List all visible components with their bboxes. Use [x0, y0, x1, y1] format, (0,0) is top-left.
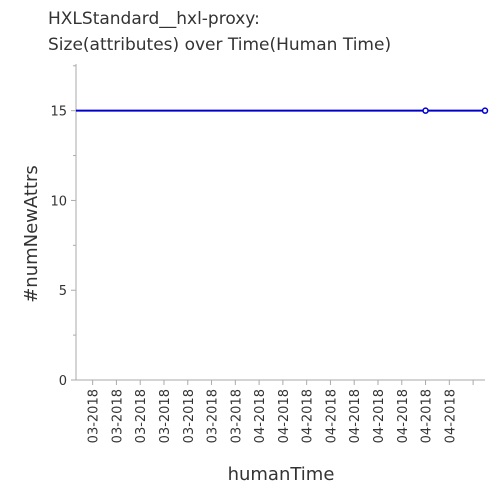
x-axis-title: humanTime	[228, 464, 335, 485]
series-layer	[76, 107, 489, 114]
x-tick-label: 03-2018	[206, 389, 221, 443]
x-tick-label: 03-2018	[110, 389, 125, 443]
x-axis-ticks: 03-2018 03-2018 03-2018 03-2018 03-2018 03-20…	[87, 380, 474, 443]
chart-title: HXLStandard__hxl-proxy: Size(attributes)…	[48, 6, 391, 58]
x-tick-label: 03-2018	[229, 389, 244, 443]
x-tick-label: 03-2018	[87, 389, 102, 443]
y-tick-label: 15	[50, 105, 67, 120]
y-axis-title: #numNewAttrs	[21, 165, 42, 303]
data-point	[481, 107, 489, 114]
x-tick-label: 03-2018	[182, 389, 197, 443]
chart-title-line-2: Size(attributes) over Time(Human Time)	[48, 35, 392, 55]
y-tick-label: 10	[50, 194, 67, 209]
x-tick-label: 04-2018	[420, 389, 435, 443]
x-tick-label: 04-2018	[324, 389, 339, 443]
data-point	[422, 107, 429, 114]
x-tick-label: 04-2018	[396, 389, 411, 443]
x-tick-label: 04-2018	[348, 389, 363, 443]
x-tick-label: 04-2018	[277, 389, 292, 443]
y-axis-ticks: 0 5 10 15	[50, 65, 76, 389]
x-tick-label: 03-2018	[158, 389, 173, 443]
chart-title-line-1: HXLStandard__hxl-proxy:	[48, 9, 260, 29]
x-tick-label: 04-2018	[443, 389, 458, 443]
axes	[75, 64, 485, 381]
x-tick-label: 04-2018	[372, 389, 387, 443]
y-tick-label: 5	[59, 284, 67, 299]
x-tick-label: 04-2018	[253, 389, 268, 443]
x-tick-label: 04-2018	[301, 389, 316, 443]
y-tick-label: 0	[59, 374, 67, 389]
x-tick-label: 03-2018	[134, 389, 149, 443]
